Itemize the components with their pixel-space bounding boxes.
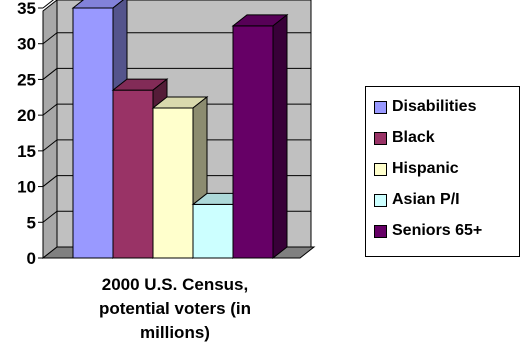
gridline-side (42, 210, 58, 223)
y-tick-label: 20 (17, 106, 36, 125)
y-tick-label: 30 (17, 35, 36, 54)
bar-front (152, 107, 194, 259)
y-tick-label: 5 (27, 213, 36, 232)
x-axis-label-line: potential voters (in (99, 299, 251, 318)
bars (71, 0, 289, 260)
legend-swatch (374, 131, 387, 145)
bar-front (192, 203, 234, 259)
legend-label: Seniors 65+ (392, 222, 483, 239)
gridline-side (42, 103, 58, 116)
x-axis-label-line: millions) (140, 323, 210, 342)
bar-top (71, 0, 124, 9)
y-tick-label: 15 (17, 142, 36, 161)
legend-label: Disabilities (392, 98, 477, 115)
gridline-side (42, 68, 58, 80)
y-tick-label: 0 (27, 249, 36, 268)
y-tick-label: 25 (17, 70, 36, 89)
y-tick-label: 10 (17, 178, 36, 197)
gridline-side (42, 32, 58, 45)
legend-swatch (374, 224, 387, 238)
x-axis-label-line: 2000 U.S. Census, (102, 275, 248, 294)
y-axis-ticks: 0 5 10 15 20 25 30 35 (17, 0, 44, 268)
legend-label: Asian P/I (392, 191, 460, 208)
legend: Disabilities Black Hispanic Asian P/I Senior… (365, 86, 520, 257)
legend-label: Black (392, 129, 435, 146)
gridline-side (42, 0, 54, 9)
bar-side (272, 13, 288, 260)
legend-item: Black (374, 128, 435, 148)
legend-label: Hispanic (392, 160, 459, 177)
bar-front (112, 89, 154, 259)
legend-swatch (374, 162, 387, 176)
legend-swatch (374, 193, 387, 207)
bar-front (72, 7, 114, 259)
gridline-side (42, 175, 58, 187)
gridline-side (42, 139, 58, 152)
y-tick-label: 35 (17, 0, 36, 18)
x-axis-label: 2000 U.S. Census, potential voters (in mil… (99, 275, 251, 342)
legend-item: Hispanic (374, 159, 459, 179)
legend-swatch (374, 100, 387, 114)
bar-seniors-65- (231, 13, 289, 260)
legend-item: Asian P/I (374, 190, 460, 210)
legend-item: Disabilities (374, 97, 476, 117)
legend-item: Seniors 65+ (374, 221, 482, 241)
bar-front (232, 25, 274, 259)
